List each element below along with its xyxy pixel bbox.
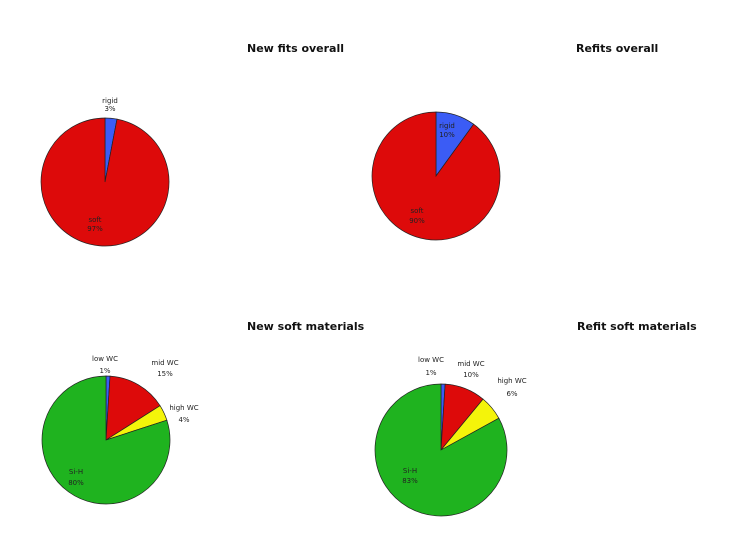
chart-title: Refits overall [576,42,658,55]
label-mid-wc-value: 10% [463,371,479,379]
label-rigid-value: 3% [104,105,115,113]
pie-slice-si-h [41,375,171,505]
pie-labels: low WC 1% mid WC 15% high WC 4% Si-H 80% [68,355,199,487]
pie-slice-si-h [374,383,508,517]
label-rigid-value: 10% [439,131,455,139]
label-soft-value: 97% [87,225,103,233]
pie-labels: rigid 10% soft 90% [409,122,455,225]
label-si-h-name: Si-H [69,468,83,476]
label-soft-value: 90% [409,217,425,225]
label-low-wc-value: 1% [425,369,436,377]
pie-panel-refits-overall: Refits overall rigid 10% soft 90% [371,42,658,241]
pie-panel-new-soft-materials: New soft materials low WC 1% mid WC 15% … [41,320,365,505]
label-mid-wc-name: mid WC [457,360,484,368]
label-low-wc-name: low WC [418,356,444,364]
label-low-wc-value: 1% [99,367,110,375]
label-rigid-name: rigid [102,97,118,105]
chart-title: New soft materials [247,320,365,333]
pie-labels: low WC 1% mid WC 10% high WC 6% Si-H 83% [402,356,527,485]
label-soft-name: soft [410,207,423,215]
label-high-wc-name: high WC [169,404,198,412]
label-soft-name: soft [88,216,101,224]
pie-slices [41,375,171,505]
pie-slice-soft [371,111,501,241]
label-si-h-value: 80% [68,479,84,487]
label-mid-wc-value: 15% [157,370,173,378]
label-si-h-value: 83% [402,477,418,485]
label-si-h-name: Si-H [403,467,417,475]
pie-panel-refit-soft-materials: Refit soft materials low WC 1% mid WC 10… [374,320,697,517]
label-high-wc-value: 4% [178,416,189,424]
label-rigid-name: rigid [439,122,455,130]
label-low-wc-name: low WC [92,355,118,363]
pie-slice-mid-wc [105,375,161,441]
chart-title: Refit soft materials [577,320,697,333]
label-high-wc-value: 6% [506,390,517,398]
pie-slice-soft [40,117,170,247]
pie-panel-new-fits-overall: New fits overall rigid 3% soft 97% [40,42,344,247]
label-high-wc-name: high WC [497,377,526,385]
label-mid-wc-name: mid WC [151,359,178,367]
chart-title: New fits overall [247,42,344,55]
pie-slices [40,117,170,247]
pie-slices [371,111,501,241]
pie-slices [374,383,508,517]
pie-labels: rigid 3% soft 97% [87,97,118,233]
